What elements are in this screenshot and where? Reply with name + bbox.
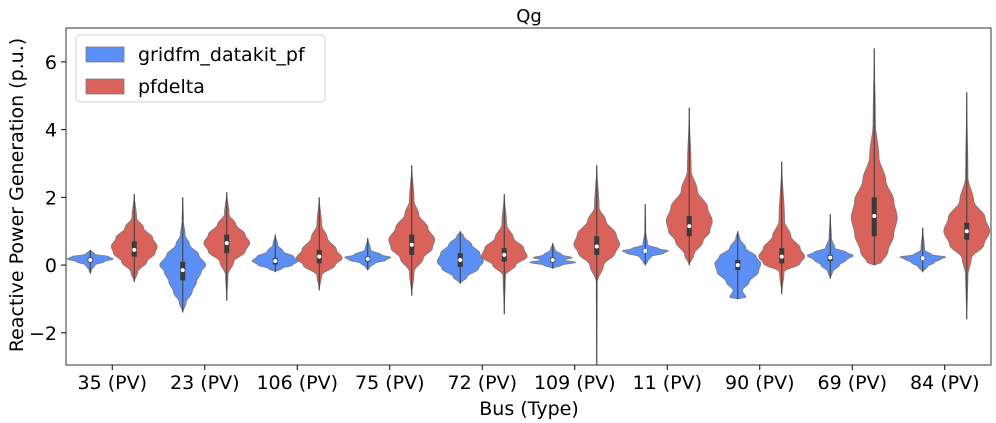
x-tick-label: 75 (PV): [355, 372, 425, 394]
violin-median-marker: [735, 263, 740, 268]
violin-median-marker: [828, 255, 833, 260]
violin-median-marker: [920, 256, 925, 261]
x-tick-label: 23 (PV): [170, 372, 240, 394]
violin-median-marker: [409, 242, 414, 247]
x-tick-label: 69 (PV): [818, 372, 888, 394]
violin-median-marker: [180, 268, 185, 273]
legend-swatch-pfdelta: [85, 78, 125, 95]
violin-median-marker: [88, 258, 93, 263]
x-tick-label: 11 (PV): [633, 372, 703, 394]
violin-median-marker: [550, 258, 555, 263]
violin-median-marker: [132, 247, 137, 252]
x-axis-label: Bus (Type): [479, 398, 578, 420]
x-tick-label: 35 (PV): [78, 372, 148, 394]
violin-median-marker: [502, 252, 507, 257]
legend-label-pfdelta: pfdelta: [138, 76, 205, 98]
violin-median-marker: [224, 241, 229, 246]
plot-area: −2 0 2 4 6 35 (PV) 23 (PV) 106 (PV) 75 (PV) 72 (P…: [29, 27, 992, 394]
legend-frame: [75, 34, 326, 103]
violin-median-marker: [872, 213, 877, 218]
violin-median-marker: [594, 244, 599, 249]
x-tick-label: 84 (PV): [910, 372, 980, 394]
y-tick-label: 4: [45, 120, 57, 142]
violin-median-marker: [273, 259, 278, 264]
violin-median-marker: [458, 258, 463, 263]
y-tick-label: 0: [45, 255, 57, 277]
violin-median-marker: [687, 224, 692, 229]
legend-swatch-gridfm_datakit_pf: [85, 46, 125, 63]
x-tick-label: 90 (PV): [725, 372, 795, 394]
plot-frame: [65, 27, 992, 366]
x-tick-label: 72 (PV): [448, 372, 518, 394]
y-tick-label: −2: [29, 323, 57, 345]
y-tick-label: 6: [45, 52, 57, 74]
violin-median-marker: [964, 229, 969, 234]
y-axis-label: Reactive Power Generation (p.u.): [6, 38, 28, 352]
x-tick-label: 109 (PV): [534, 372, 616, 394]
chart-title: Qg: [516, 6, 542, 27]
violin-median-marker: [779, 254, 784, 259]
y-tick-label: 2: [45, 187, 57, 209]
legend-label-gridfm_datakit_pf: gridfm_datakit_pf: [138, 44, 306, 66]
violin-median-marker: [317, 254, 322, 259]
violin-median-marker: [365, 256, 370, 261]
violin-median-marker: [643, 248, 648, 253]
x-tick-label: 106 (PV): [256, 372, 338, 394]
